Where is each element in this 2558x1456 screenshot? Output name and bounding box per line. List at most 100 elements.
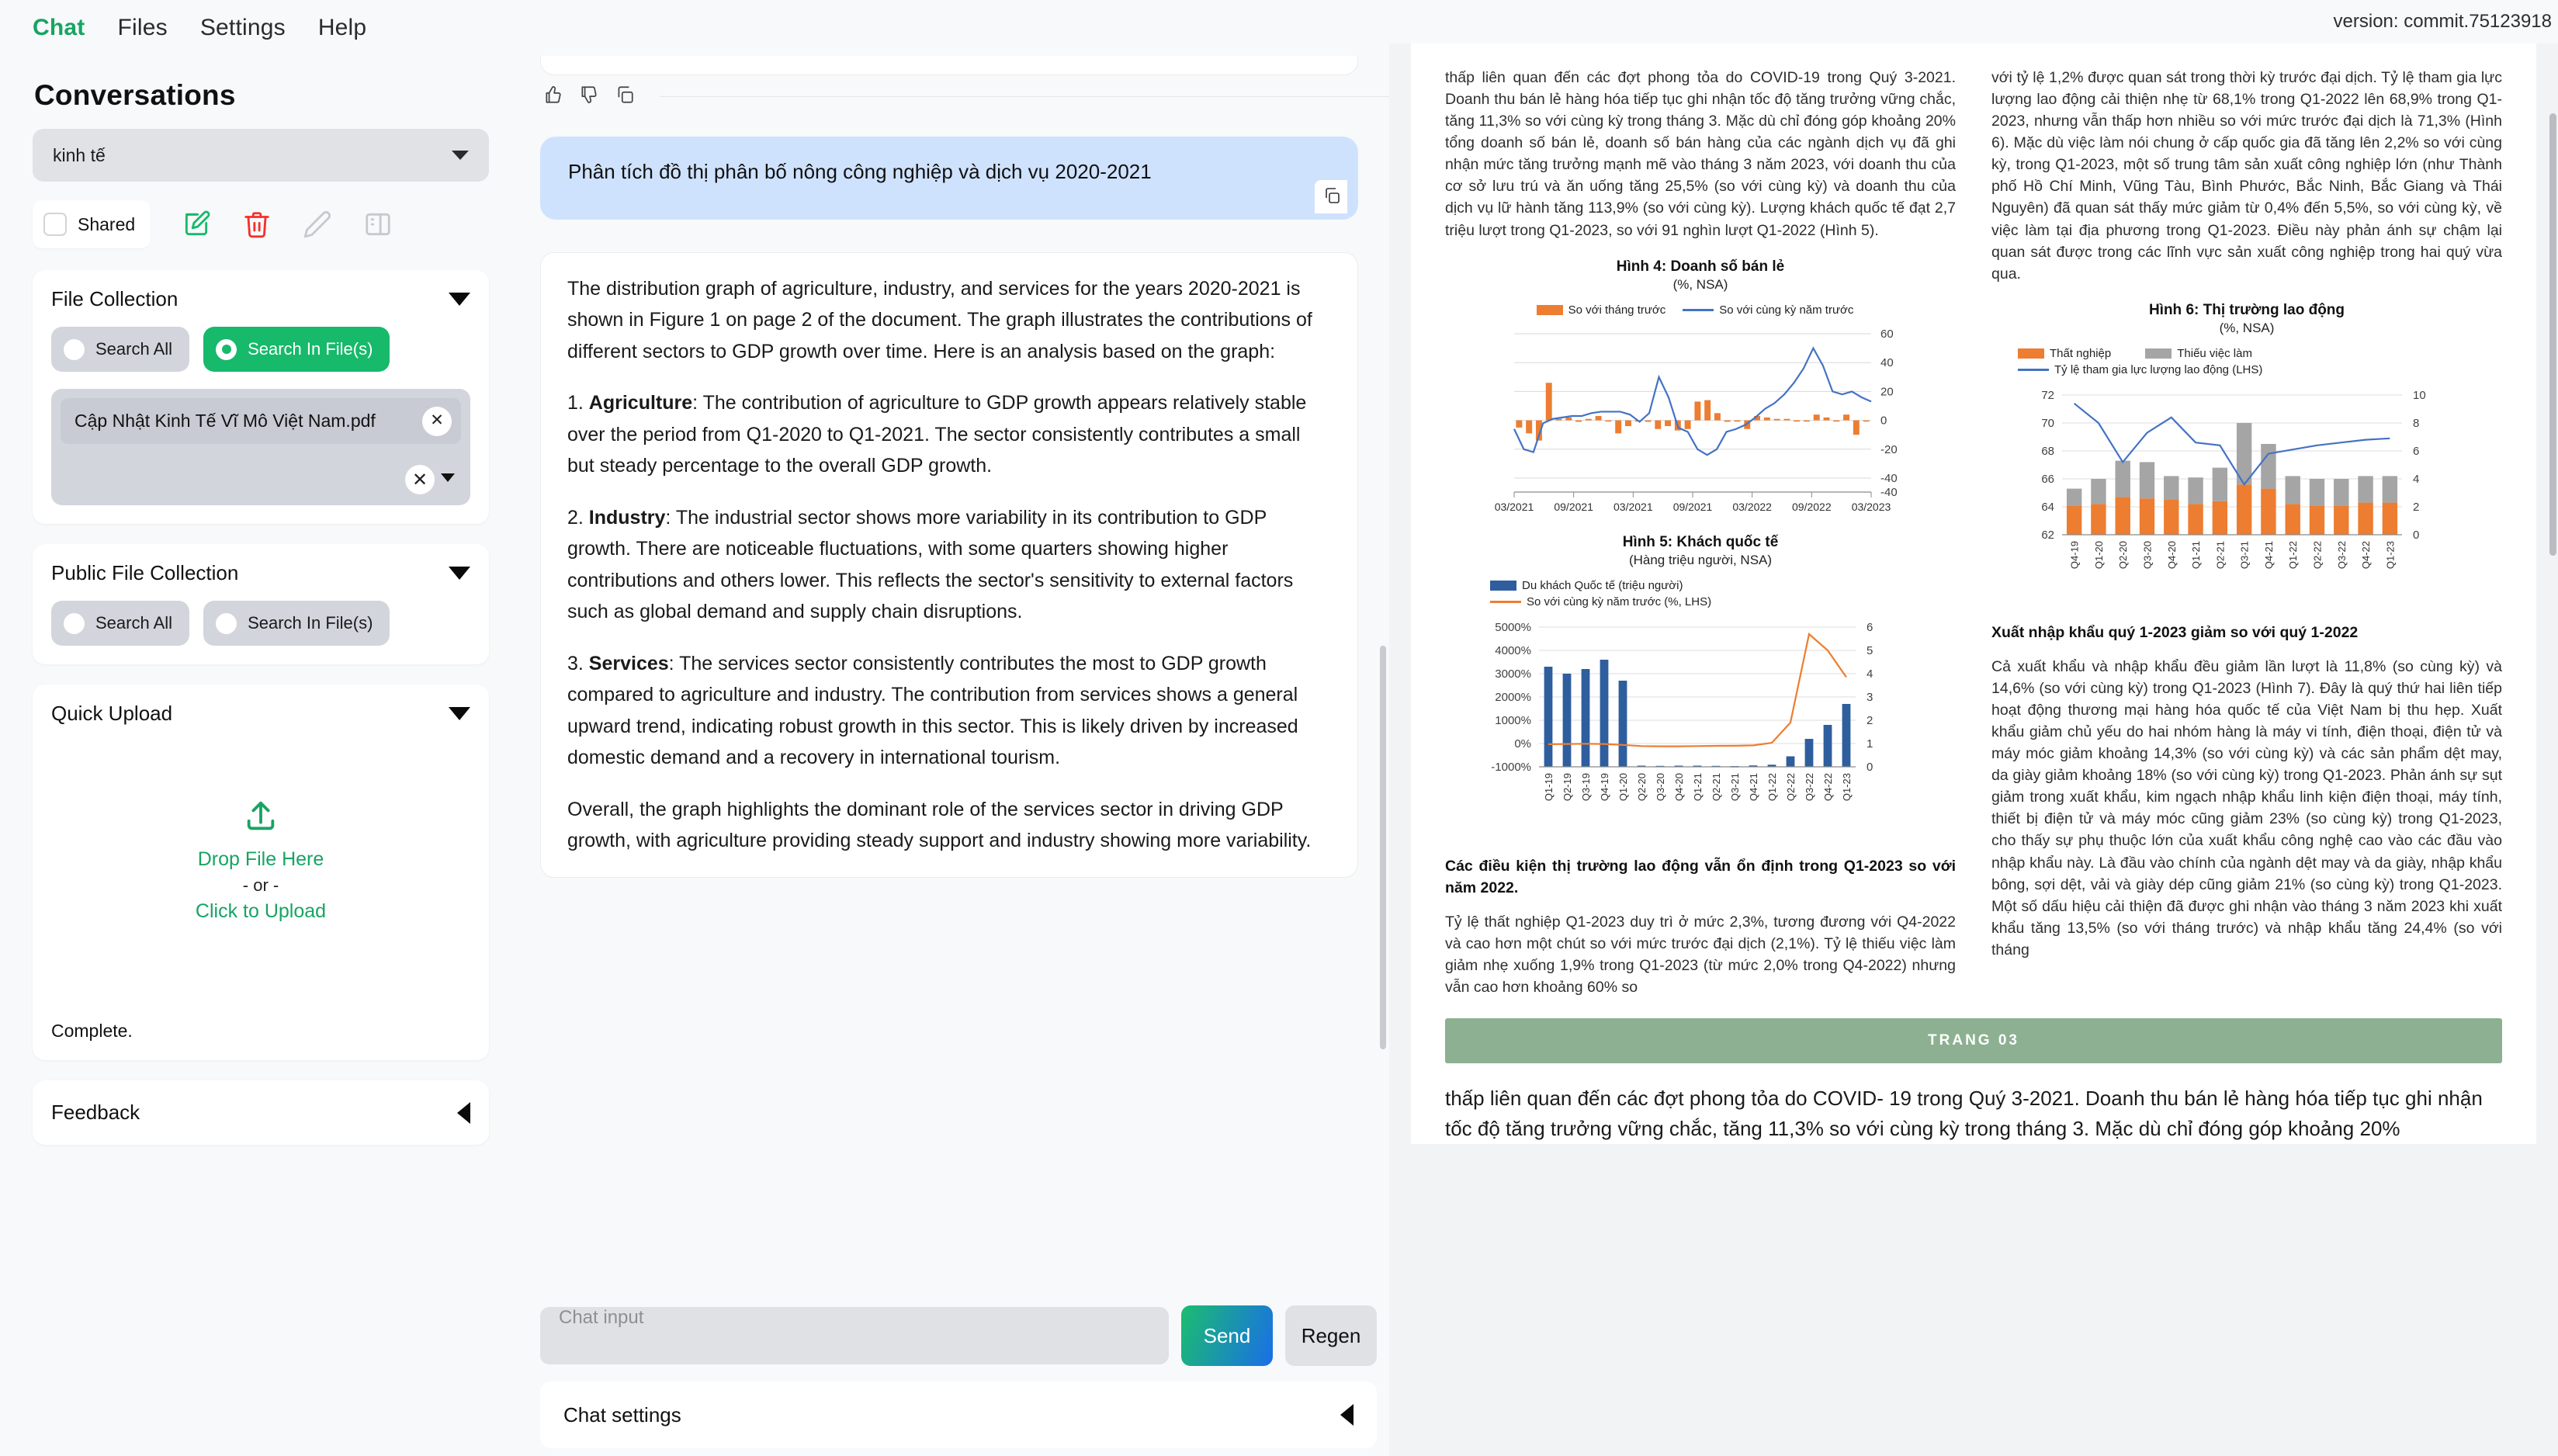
chat-message-list[interactable]: support economic growth and financial st… (528, 56, 1389, 1267)
figure-hinh6-title: Hình 6: Thị trường lao động (2148, 301, 2345, 318)
left-sidebar: Conversations kinh tế Shared (0, 56, 522, 1456)
new-chat-icon[interactable] (182, 210, 211, 239)
chevron-down-icon[interactable] (449, 707, 470, 720)
pdf-scrollbar[interactable] (2549, 113, 2556, 556)
svg-text:Q4-19: Q4-19 (2069, 541, 2081, 569)
chevron-down-icon[interactable] (449, 293, 470, 306)
svg-text:3000%: 3000% (1495, 667, 1531, 681)
svg-text:5000%: 5000% (1495, 621, 1531, 634)
svg-text:Q1-21: Q1-21 (2190, 541, 2202, 569)
svg-text:-20: -20 (1880, 442, 1898, 456)
svg-text:0: 0 (2413, 529, 2419, 542)
figure-hinh6-legend: Thất nghiệp Thiếu việc làm Tỷ lệ tham gi… (1991, 347, 2502, 376)
chat-scrollbar[interactable] (1380, 646, 1386, 1049)
pdf-left-paragraph-2: Tỷ lệ thất nghiệp Q1-2023 duy trì ở mức … (1445, 913, 1956, 997)
send-button[interactable]: Send (1181, 1305, 1273, 1366)
legend-line (1490, 600, 1521, 603)
tab-settings[interactable]: Settings (199, 15, 286, 40)
radio-dot (64, 338, 85, 360)
feedback-panel: Feedback (33, 1080, 489, 1145)
upload-dropzone[interactable]: Drop File Here - or - Click to Upload (51, 741, 470, 974)
svg-text:Q4-21: Q4-21 (1748, 773, 1759, 801)
legend-line (1683, 308, 1714, 311)
chat-input-row: Send Regen (528, 1305, 1389, 1366)
file-collection-header[interactable]: File Collection (51, 287, 470, 311)
copy-icon[interactable] (1315, 179, 1347, 213)
chevron-left-icon[interactable] (457, 1101, 470, 1124)
figure-hinh4-plot: -40 -20 0 20 40 60 03/2021 09/2021 03/2021 09/202… (1495, 328, 1898, 513)
tab-chat[interactable]: Chat (33, 15, 85, 40)
radio-search-in-files[interactable]: Search In File(s) (203, 327, 390, 372)
version-label: version: commit.75123918 (2333, 11, 2552, 32)
chevron-down-icon[interactable] (449, 567, 470, 580)
shared-checkbox[interactable] (43, 213, 67, 236)
radio-search-all-label: Search All (95, 339, 173, 359)
chevron-down-icon[interactable] (441, 473, 455, 482)
svg-text:4: 4 (2413, 473, 2419, 486)
file-chip-label: Cập Nhật Kinh Tế Vĩ Mô Việt Nam.pdf (75, 411, 376, 431)
bot-paragraph-overall: Overall, the graph highlights the domina… (567, 798, 1312, 852)
figure-hinh5-subtitle: (Hàng triệu người, NSA) (1628, 552, 1773, 567)
svg-text:Q1-20: Q1-20 (2093, 541, 2105, 569)
svg-text:Q2-20: Q2-20 (1636, 773, 1648, 801)
svg-text:Q2-20: Q2-20 (2117, 541, 2129, 569)
regen-button[interactable]: Regen (1285, 1305, 1377, 1366)
chat-input[interactable] (540, 1307, 1169, 1364)
public-radio-search-in-files-label: Search In File(s) (248, 613, 373, 633)
svg-text:1000%: 1000% (1495, 714, 1531, 727)
figure-hinh4-title: Hình 4: Doanh số bán lẻ (1616, 258, 1785, 275)
legend-label: So với cùng kỳ năm trước (%, LHS) (1527, 595, 1712, 608)
pdf-next-page-text: thấp liên quan đến các đợt phong tỏa do … (1445, 1087, 2483, 1141)
public-file-collection-header[interactable]: Public File Collection (51, 561, 470, 585)
file-collection-panel: File Collection Search All Search In Fil… (33, 270, 489, 524)
file-collection-title: File Collection (51, 287, 179, 310)
selected-files-box: Cập Nhật Kinh Tế Vĩ Mô Việt Nam.pdf ✕ ✕ (51, 389, 470, 505)
public-radio-search-in-files[interactable]: Search In File(s) (203, 601, 390, 646)
svg-text:5: 5 (1867, 644, 1873, 657)
click-to-upload-link[interactable]: Click to Upload (195, 900, 327, 922)
svg-text:2: 2 (1867, 714, 1873, 727)
pdf-viewer[interactable]: thấp liên quan đến các đợt phong tỏa do … (1389, 43, 2558, 1456)
thumbs-down-icon[interactable] (579, 85, 599, 109)
bot-paragraph-intro: The distribution graph of agriculture, i… (567, 277, 1312, 362)
quick-upload-title: Quick Upload (51, 702, 173, 725)
clear-all-icon[interactable]: ✕ (405, 465, 435, 494)
conversation-select[interactable]: kinh tế (33, 129, 489, 182)
radio-search-all[interactable]: Search All (51, 327, 190, 372)
chevron-down-icon (452, 151, 469, 160)
svg-text:Q4-21: Q4-21 (2263, 541, 2275, 569)
remove-file-icon[interactable]: ✕ (422, 406, 452, 436)
shared-toggle[interactable]: Shared (33, 200, 151, 248)
figure-hinh5-title: Hình 5: Khách quốc tế (1622, 533, 1779, 550)
figure-hinh4-legend: So với tháng trước So với cùng kỳ năm tr… (1445, 303, 1956, 317)
public-radio-search-all[interactable]: Search All (51, 601, 190, 646)
quick-upload-header[interactable]: Quick Upload (51, 702, 470, 726)
legend-line (2018, 368, 2049, 371)
svg-text:Q1-21: Q1-21 (1692, 773, 1704, 801)
svg-text:4000%: 4000% (1495, 644, 1531, 657)
chevron-left-icon[interactable] (1340, 1404, 1354, 1426)
svg-text:03/2022: 03/2022 (1732, 501, 1772, 513)
delete-icon[interactable] (242, 210, 272, 239)
svg-text:-40: -40 (1880, 472, 1898, 485)
svg-text:-1000%: -1000% (1491, 761, 1531, 774)
public-file-collection-panel: Public File Collection Search All Search… (33, 544, 489, 664)
file-chip[interactable]: Cập Nhật Kinh Tế Vĩ Mô Việt Nam.pdf ✕ (61, 398, 461, 445)
legend-label: So với cùng kỳ năm trước (1719, 303, 1854, 317)
tab-files[interactable]: Files (117, 15, 168, 40)
layout-icon[interactable] (363, 210, 393, 239)
thumbs-up-icon[interactable] (543, 85, 563, 109)
svg-text:4: 4 (1867, 667, 1873, 681)
svg-text:Q1-23: Q1-23 (1841, 773, 1853, 801)
pdf-right-paragraph: với tỷ lệ 1,2% được quan sát trong thời … (1991, 69, 2502, 283)
pdf-page: thấp liên quan đến các đợt phong tỏa do … (1411, 43, 2536, 1145)
chat-settings-header[interactable]: Chat settings (540, 1381, 1377, 1448)
svg-text:3: 3 (1867, 691, 1873, 704)
radio-dot (216, 612, 237, 634)
svg-text:Q3-22: Q3-22 (1804, 773, 1815, 801)
svg-text:-40: -40 (1880, 486, 1898, 499)
copy-icon[interactable] (615, 85, 635, 109)
feedback-header[interactable]: Feedback (51, 1101, 470, 1125)
tab-help[interactable]: Help (317, 15, 367, 40)
rename-icon[interactable] (303, 210, 332, 239)
